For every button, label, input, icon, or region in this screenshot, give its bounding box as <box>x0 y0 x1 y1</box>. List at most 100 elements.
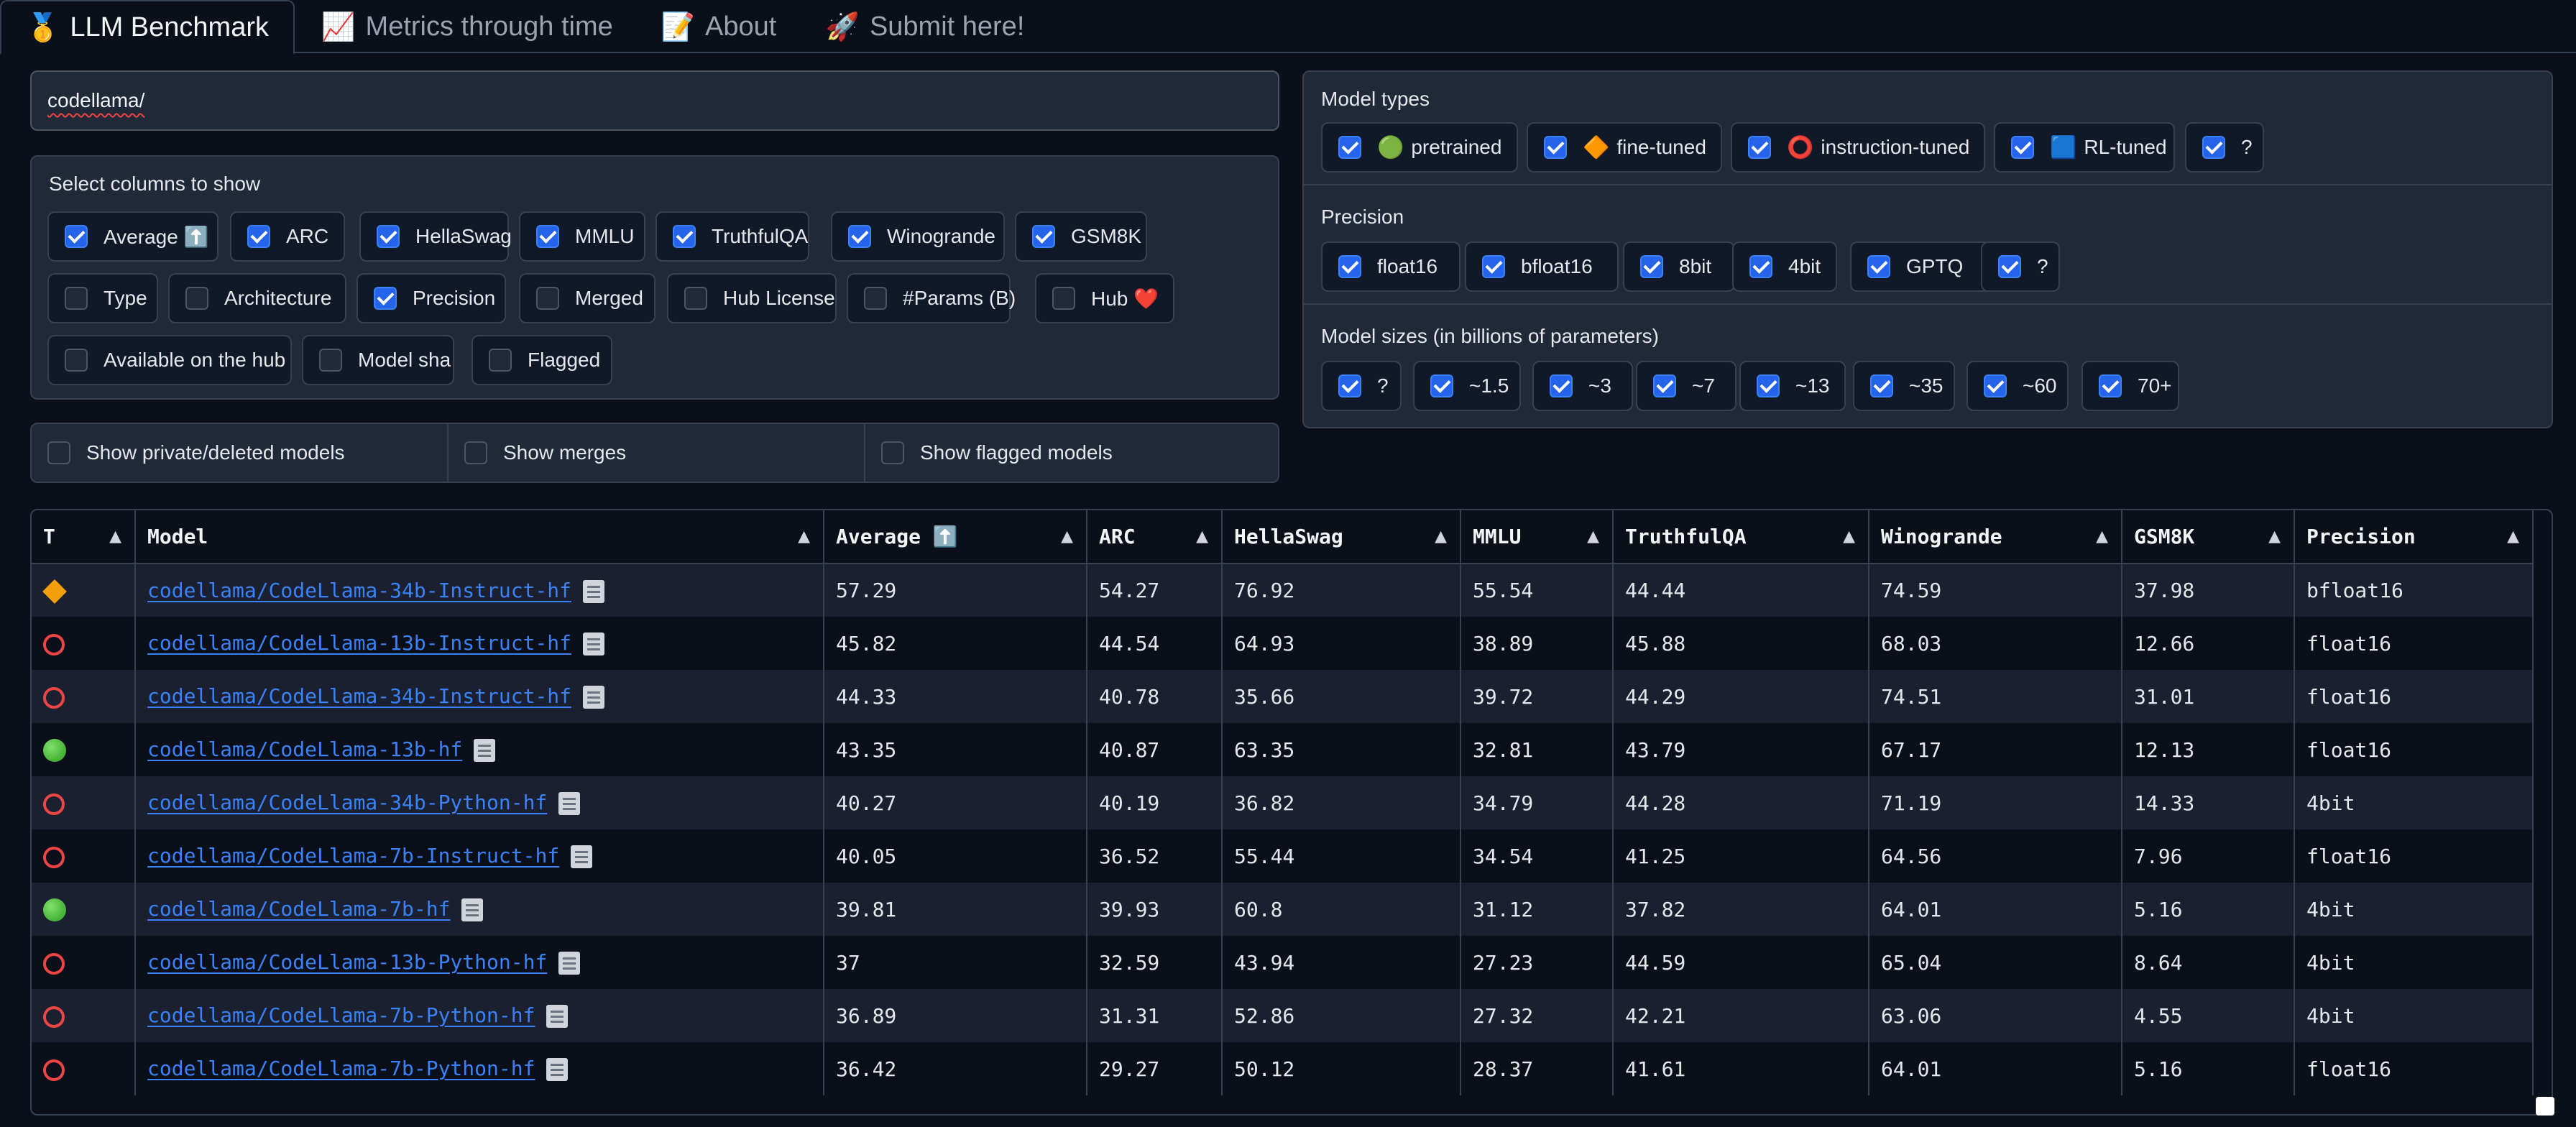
checkbox[interactable] <box>1550 374 1573 397</box>
model-card-icon[interactable] <box>558 792 581 815</box>
model-card-icon[interactable] <box>571 845 593 868</box>
sort-arrow-icon[interactable]: ▲ <box>1061 528 1073 546</box>
column-toggle-flagged[interactable]: Flagged <box>472 335 612 385</box>
model-card-icon[interactable] <box>546 1005 569 1028</box>
model-link[interactable]: codellama/CodeLlama-34b-Instruct-hf <box>147 578 572 602</box>
column-header-truthfulqa[interactable]: TruthfulQA ▲ <box>1613 510 1869 564</box>
model-link[interactable]: codellama/CodeLlama-7b-Python-hf <box>147 1057 535 1080</box>
model-link[interactable]: codellama/CodeLlama-13b-Instruct-hf <box>147 631 572 655</box>
model-card-icon[interactable] <box>461 898 484 921</box>
column-toggle-architecture[interactable]: Architecture <box>168 273 346 323</box>
column-header-model[interactable]: Model ▲ <box>135 510 824 564</box>
checkbox[interactable] <box>464 441 487 464</box>
checkbox[interactable] <box>65 287 88 310</box>
checkbox[interactable] <box>2202 136 2225 159</box>
model-card-icon[interactable] <box>546 1058 569 1081</box>
checkbox[interactable] <box>881 441 904 464</box>
sort-arrow-icon[interactable]: ▲ <box>1196 528 1208 546</box>
model-link[interactable]: codellama/CodeLlama-7b-Instruct-hf <box>147 844 560 868</box>
column-toggle-type[interactable]: Type <box>47 273 158 323</box>
model-type-instruction-tuned[interactable]: ⭕ instruction-tuned <box>1731 122 1985 172</box>
model-type-fine-tuned[interactable]: 🔶 fine-tuned <box>1527 122 1722 172</box>
column-toggle-gsm8k[interactable]: GSM8K <box>1015 211 1147 262</box>
checkbox[interactable] <box>1338 255 1361 278</box>
precision-toggle-gptq[interactable]: GPTQ <box>1850 242 1991 292</box>
column-header-t[interactable]: T ▲ <box>32 510 136 564</box>
size-toggle-7[interactable]: ~7 <box>1636 361 1736 411</box>
checkbox[interactable] <box>1544 136 1567 159</box>
model-card-icon[interactable] <box>474 739 496 762</box>
size-toggle-1-5[interactable]: ~1.5 <box>1413 361 1521 411</box>
checkbox[interactable] <box>1482 255 1505 278</box>
sort-arrow-icon[interactable]: ▲ <box>798 528 810 546</box>
model-link[interactable]: codellama/CodeLlama-7b-Python-hf <box>147 1003 535 1027</box>
checkbox[interactable] <box>2099 374 2122 397</box>
precision-toggle-4bit[interactable]: 4bit <box>1732 242 1837 292</box>
column-header-hellaswag[interactable]: HellaSwag ▲ <box>1222 510 1461 564</box>
size-toggle-13[interactable]: ~13 <box>1739 361 1846 411</box>
checkbox[interactable] <box>673 225 696 248</box>
checkbox[interactable] <box>65 349 88 372</box>
size-toggle-unknown[interactable]: ? <box>1321 361 1402 411</box>
resize-handle[interactable] <box>2536 1097 2554 1116</box>
filter-show-flagged[interactable]: Show flagged models <box>865 424 1278 482</box>
checkbox[interactable] <box>377 225 400 248</box>
sort-arrow-icon[interactable]: ▲ <box>2096 528 2108 546</box>
checkbox[interactable] <box>536 287 559 310</box>
column-toggle-params-b[interactable]: #Params (B) <box>847 273 1016 323</box>
checkbox[interactable] <box>684 287 707 310</box>
model-card-icon[interactable] <box>583 686 605 709</box>
model-card-icon[interactable] <box>558 952 581 975</box>
model-type-pretrained[interactable]: 🟢 pretrained <box>1321 122 1518 172</box>
checkbox[interactable] <box>1653 374 1676 397</box>
tab-submit-here[interactable]: 🚀 Submit here! <box>814 0 1036 53</box>
checkbox[interactable] <box>2011 136 2034 159</box>
checkbox[interactable] <box>848 225 871 248</box>
checkbox[interactable] <box>1430 374 1453 397</box>
column-toggle-available-on-the-hub[interactable]: Available on the hub <box>47 335 292 385</box>
checkbox[interactable] <box>1998 255 2021 278</box>
sort-arrow-icon[interactable]: ▲ <box>109 528 121 546</box>
checkbox[interactable] <box>1984 374 2007 397</box>
model-type-rl-tuned[interactable]: 🟦 RL-tuned <box>1994 122 2175 172</box>
model-card-icon[interactable] <box>583 632 605 656</box>
checkbox[interactable] <box>1338 136 1361 159</box>
checkbox[interactable] <box>536 225 559 248</box>
checkbox[interactable] <box>1032 225 1055 248</box>
tab-metrics-through-time[interactable]: 📈 Metrics through time <box>316 0 618 53</box>
precision-toggle-bfloat16[interactable]: bfloat16 <box>1465 242 1619 292</box>
tab-llm-benchmark[interactable]: 🥇 LLM Benchmark <box>0 0 295 55</box>
column-toggle-merged[interactable]: Merged <box>519 273 656 323</box>
checkbox[interactable] <box>1338 374 1361 397</box>
sort-arrow-icon[interactable]: ▲ <box>2507 528 2519 546</box>
column-header-mmlu[interactable]: MMLU ▲ <box>1460 510 1614 564</box>
model-card-icon[interactable] <box>583 579 605 603</box>
model-link[interactable]: codellama/CodeLlama-7b-hf <box>147 897 451 921</box>
column-header-precision[interactable]: Precision ▲ <box>2294 510 2534 564</box>
column-toggle-hellaswag[interactable]: HellaSwag <box>359 211 512 262</box>
tab-about[interactable]: 📝 About <box>654 0 783 53</box>
size-toggle-3[interactable]: ~3 <box>1532 361 1633 411</box>
checkbox[interactable] <box>1640 255 1663 278</box>
sort-arrow-icon[interactable]: ▲ <box>2268 528 2281 546</box>
checkbox[interactable] <box>1749 255 1772 278</box>
checkbox[interactable] <box>65 225 88 248</box>
sort-arrow-icon[interactable]: ▲ <box>1435 528 1447 546</box>
size-toggle-60[interactable]: ~60 <box>1966 361 2069 411</box>
checkbox[interactable] <box>247 225 270 248</box>
checkbox[interactable] <box>1748 136 1771 159</box>
checkbox[interactable] <box>1870 374 1893 397</box>
model-link[interactable]: codellama/CodeLlama-34b-Instruct-hf <box>147 684 572 708</box>
filter-show-private-deleted[interactable]: Show private/deleted models <box>32 424 447 482</box>
checkbox[interactable] <box>1052 287 1075 310</box>
column-toggle-hub-license[interactable]: Hub License <box>667 273 837 323</box>
column-toggle-arc[interactable]: ARC <box>230 211 345 262</box>
checkbox[interactable] <box>319 349 342 372</box>
column-toggle-winogrande[interactable]: Winogrande <box>831 211 1005 262</box>
column-header-arc[interactable]: ARC ▲ <box>1087 510 1223 564</box>
column-header-winogrande[interactable]: Winogrande ▲ <box>1869 510 2122 564</box>
column-toggle-truthfulqa[interactable]: TruthfulQA <box>656 211 809 262</box>
size-toggle-35[interactable]: ~35 <box>1853 361 1955 411</box>
model-link[interactable]: codellama/CodeLlama-34b-Python-hf <box>147 791 548 814</box>
column-toggle-model-sha[interactable]: Model sha <box>302 335 454 385</box>
